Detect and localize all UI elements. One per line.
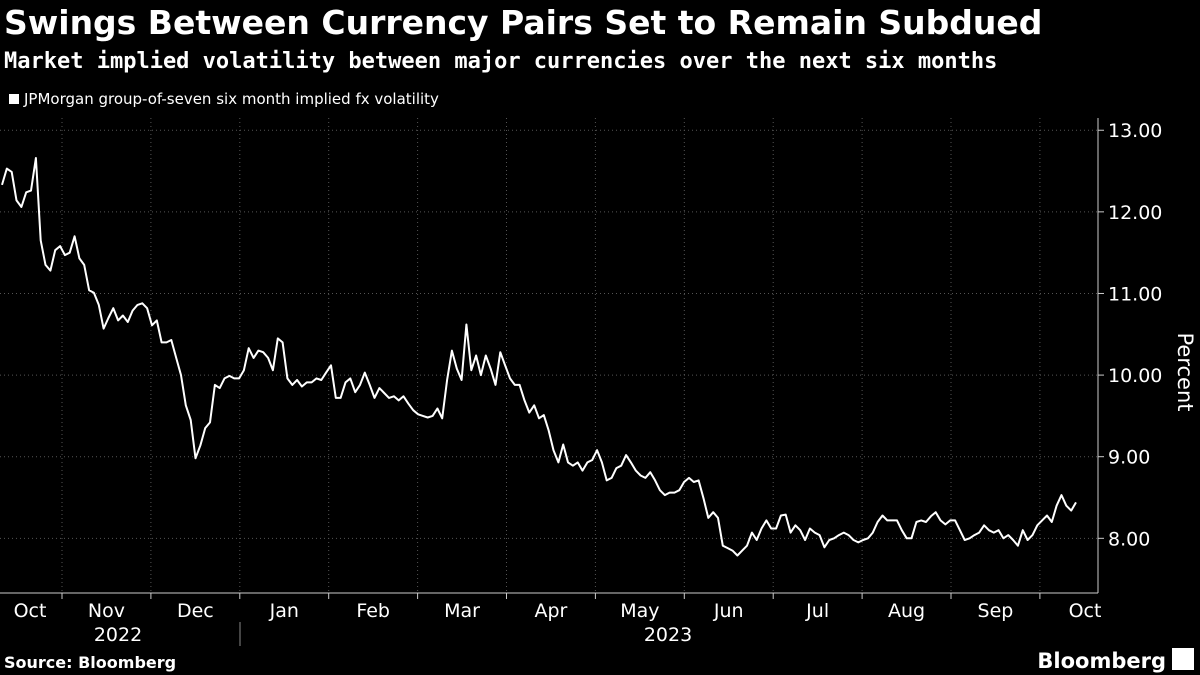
y-tick-label: 12.00 bbox=[1108, 202, 1162, 224]
brand: Bloomberg bbox=[1037, 649, 1166, 673]
x-tick-label: Mar bbox=[444, 600, 480, 622]
x-tick-label: Aug bbox=[888, 600, 925, 622]
y-tick-label: 10.00 bbox=[1108, 365, 1162, 387]
source: Source: Bloomberg bbox=[4, 653, 176, 672]
y-tick-label: 11.00 bbox=[1108, 283, 1162, 305]
x-tick-label: Jan bbox=[269, 600, 299, 622]
y-tick-label: 9.00 bbox=[1108, 447, 1150, 469]
legend-swatch bbox=[9, 94, 19, 104]
x-tick-label: Apr bbox=[535, 600, 568, 622]
chart-title: Swings Between Currency Pairs Set to Rem… bbox=[4, 3, 1042, 42]
y-tick-label: 8.00 bbox=[1108, 528, 1150, 550]
y-tick-label: 13.00 bbox=[1108, 120, 1162, 142]
x-tick-label: Jun bbox=[713, 600, 744, 622]
line-series bbox=[1, 157, 1077, 557]
x-tick-label: Oct bbox=[14, 600, 47, 622]
year-label: 2023 bbox=[644, 624, 692, 646]
x-tick-label: May bbox=[620, 600, 659, 622]
x-tick-label: Oct bbox=[1069, 600, 1102, 622]
x-tick-label: Dec bbox=[177, 600, 214, 622]
legend-label: JPMorgan group-of-seven six month implie… bbox=[23, 90, 439, 108]
x-tick-label: Jul bbox=[805, 600, 829, 622]
chart-subtitle: Market implied volatility between major … bbox=[4, 49, 997, 74]
brand-icon bbox=[1172, 648, 1194, 670]
x-tick-label: Nov bbox=[88, 600, 125, 622]
x-tick-label: Sep bbox=[978, 600, 1014, 622]
year-label: 2022 bbox=[94, 624, 142, 646]
y-axis-label: Percent bbox=[1173, 332, 1197, 411]
x-tick-label: Feb bbox=[356, 600, 390, 622]
